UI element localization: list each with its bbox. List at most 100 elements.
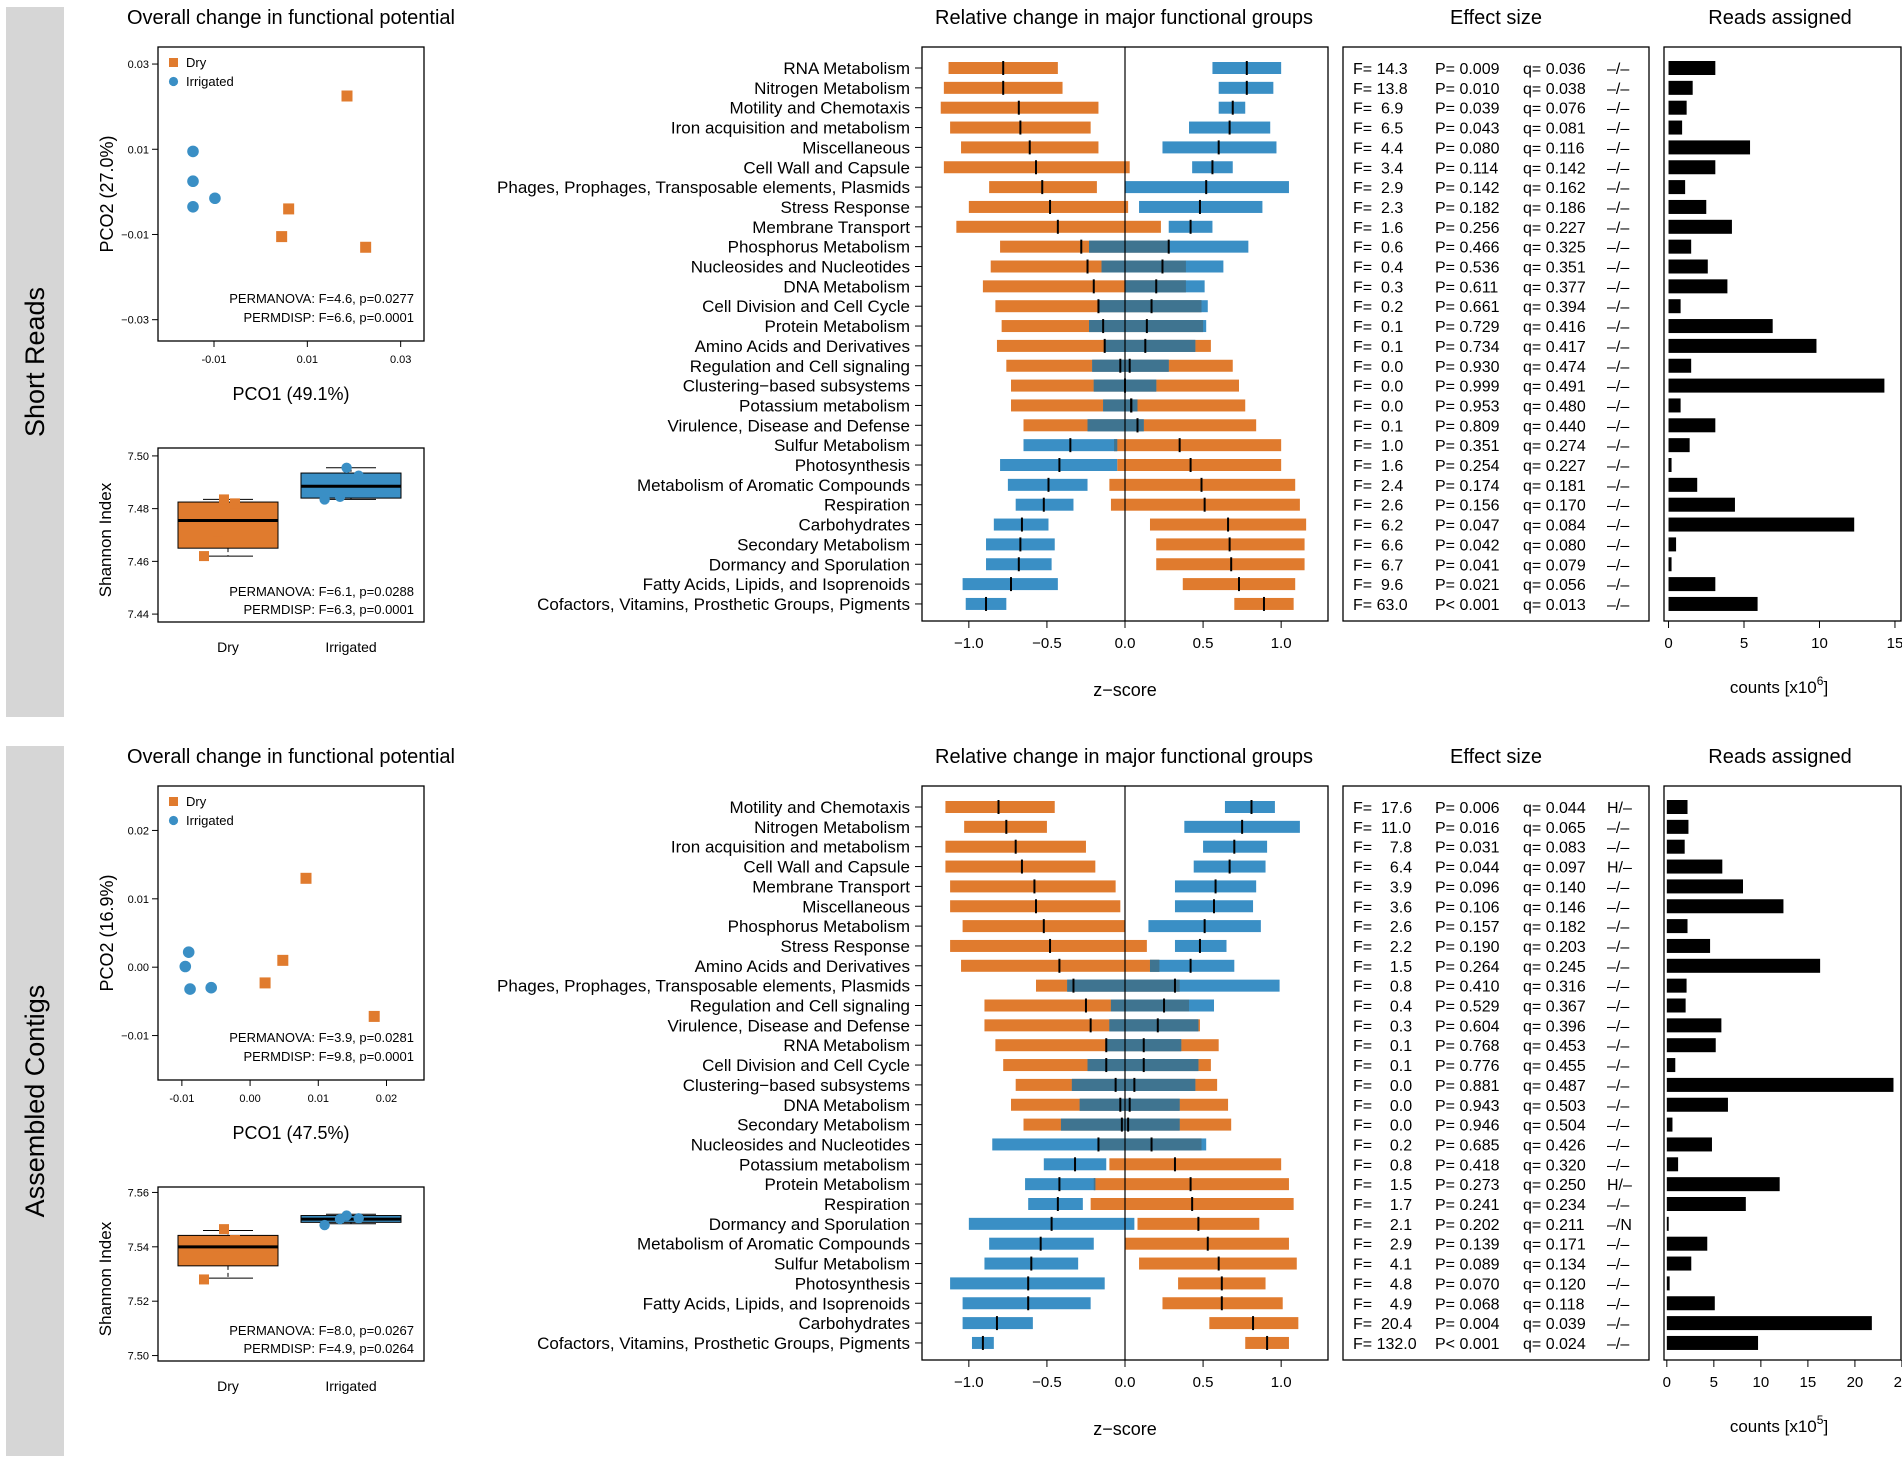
effect-f: F= 14.3	[1353, 61, 1408, 78]
reads-xtick-label: 25	[1894, 1374, 1902, 1391]
pco-point-dry	[300, 872, 312, 884]
reads-bar	[1666, 879, 1743, 894]
reads-bar	[1668, 577, 1716, 592]
reads-xtick-label: 5	[1740, 635, 1748, 652]
groups-xtick-label: −0.5	[1032, 1374, 1062, 1391]
effect-f: F= 63.0	[1353, 597, 1408, 614]
effect-sig: –/–	[1607, 597, 1629, 614]
pco-ytick-label: −0.03	[121, 315, 149, 327]
shannon-point-dry	[213, 1251, 223, 1262]
effect-sig: –/–	[1607, 537, 1629, 554]
effect-f: F= 3.9	[1353, 879, 1412, 896]
group-label: Iron acquisition and metabolism	[671, 119, 910, 138]
overlap-range-bar	[1109, 1019, 1199, 1032]
shannon-point-dry	[230, 498, 240, 509]
groups-xtick-label: 1.0	[1271, 1374, 1292, 1391]
effect-q: q= 0.480	[1523, 398, 1586, 415]
panel-band	[6, 746, 64, 1456]
effect-f: F= 0.0	[1353, 1078, 1412, 1095]
reads-bar	[1668, 537, 1677, 552]
reads-bar	[1666, 978, 1687, 993]
reads-bar	[1668, 80, 1693, 95]
effect-sig: –/–	[1607, 438, 1629, 455]
pco-point-irrigated	[182, 946, 195, 958]
legend-irrigated-marker	[168, 76, 179, 87]
effect-sig: –/–	[1607, 220, 1629, 237]
group-label: Fatty Acids, Lipids, and Isoprenoids	[643, 1294, 910, 1313]
effect-q: q= 0.118	[1523, 1296, 1585, 1313]
group-label: Protein Metabolism	[764, 317, 910, 336]
effect-p: P= 0.047	[1435, 518, 1500, 535]
effect-q: q= 0.203	[1523, 939, 1586, 956]
reads-title: Reads assigned	[1708, 7, 1851, 29]
effect-p: P= 0.089	[1435, 1257, 1500, 1274]
effect-f: F= 0.0	[1353, 1098, 1412, 1115]
group-label: Cofactors, Vitamins, Prosthetic Groups, …	[537, 595, 910, 614]
effect-q: q= 0.320	[1523, 1157, 1586, 1174]
group-label: Cell Wall and Capsule	[743, 158, 910, 177]
effect-q: q= 0.182	[1523, 919, 1586, 936]
overlap-range-bar	[1101, 260, 1186, 273]
effect-f: F= 0.0	[1353, 1118, 1412, 1135]
shannon-ytick-label: 7.54	[128, 1242, 149, 1254]
group-label: Metabolism of Aromatic Compounds	[637, 1235, 910, 1254]
group-label: Dormancy and Sporulation	[709, 1215, 910, 1234]
effect-p: P= 0.142	[1435, 180, 1500, 197]
shannon-point-dry	[219, 1224, 229, 1235]
reads-bar	[1668, 279, 1728, 294]
pco-xlabel: PCO1 (47.5%)	[232, 1123, 349, 1143]
overlap-range-bar	[1103, 399, 1138, 412]
reads-bar	[1666, 800, 1688, 814]
effect-f: F= 0.4	[1353, 999, 1412, 1016]
effect-p: P= 0.044	[1435, 860, 1500, 877]
effect-p: P= 0.930	[1435, 359, 1500, 376]
pco-point-dry	[259, 977, 271, 989]
effect-p: P= 0.096	[1435, 879, 1500, 896]
effect-q: q= 0.134	[1523, 1257, 1586, 1274]
effect-sig: –/–	[1607, 1137, 1629, 1154]
effect-p: P= 0.611	[1435, 279, 1498, 296]
reads-bar	[1668, 319, 1773, 334]
reads-xtick-label: 0	[1663, 1374, 1671, 1391]
reads-bar	[1666, 1236, 1708, 1251]
effect-f: F= 1.6	[1353, 220, 1403, 237]
pco-ytick-label: 0.00	[128, 962, 149, 974]
effect-p: P= 0.264	[1435, 959, 1500, 976]
irrigated-range-bar	[1028, 1198, 1083, 1210]
effect-p: P= 0.114	[1435, 160, 1498, 177]
pco-ytick-label: 0.01	[128, 144, 149, 156]
effect-q: q= 0.396	[1523, 1018, 1586, 1035]
group-label: DNA Metabolism	[783, 1096, 910, 1115]
shannon-point-irrigated	[334, 1213, 346, 1225]
effect-sig: –/–	[1607, 1276, 1629, 1293]
effect-q: q= 0.234	[1523, 1197, 1586, 1214]
effect-p: P= 0.190	[1435, 939, 1500, 956]
reads-xlabel-exponent: 6	[1817, 674, 1824, 688]
pco-ytick-label: 0.03	[128, 59, 149, 71]
group-label: Stress Response	[781, 937, 910, 956]
effect-q: q= 0.044	[1523, 800, 1586, 817]
effect-q: q= 0.274	[1523, 438, 1586, 455]
reads-bar	[1668, 477, 1698, 492]
effect-q: q= 0.394	[1523, 299, 1586, 316]
shannon-ytick-label: 7.44	[128, 609, 149, 621]
group-label: Virulence, Disease and Defense	[667, 416, 910, 435]
dry-range-bar	[950, 939, 1147, 952]
effect-sig: H/–	[1607, 1177, 1632, 1194]
reads-bar	[1668, 398, 1681, 413]
effect-f: F= 2.9	[1353, 180, 1403, 197]
group-label: Cell Division and Cell Cycle	[702, 297, 910, 316]
effect-sig: –/–	[1607, 1257, 1629, 1274]
reads-bar	[1668, 140, 1751, 155]
overlap-range-bar	[1098, 1138, 1202, 1151]
dry-range-bar	[945, 801, 1055, 813]
pco-point-dry	[277, 954, 289, 966]
group-label: Amino Acids and Derivatives	[695, 957, 910, 976]
pco-ytick-label: 0.02	[128, 825, 149, 837]
group-label: Motility and Chemotaxis	[730, 99, 910, 118]
dry-range-bar	[1109, 1158, 1282, 1171]
effect-p: P= 0.106	[1435, 899, 1500, 916]
reads-xlabel-close: ]	[1823, 1417, 1828, 1436]
effect-f: F= 4.9	[1353, 1296, 1412, 1313]
reads-xtick-label: 0	[1664, 635, 1672, 652]
